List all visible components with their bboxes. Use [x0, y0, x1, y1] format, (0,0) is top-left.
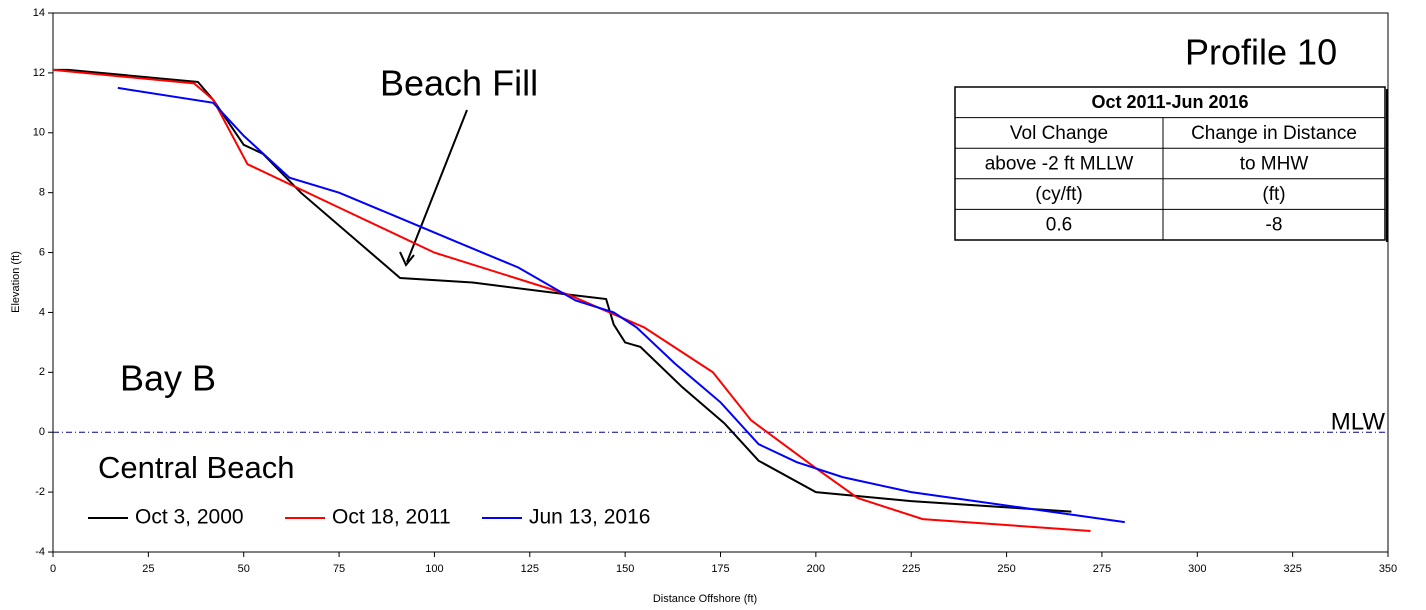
y-axis-title: Elevation (ft)	[10, 251, 22, 313]
annotation-arrow	[406, 109, 468, 263]
reference-label: MLW	[1331, 409, 1386, 436]
x-tick-label: 100	[425, 563, 443, 575]
legend-label: Jun 13, 2016	[529, 506, 650, 529]
table-cell: -8	[1266, 215, 1283, 236]
x-tick-label: 300	[1188, 563, 1206, 575]
x-tick-label: 25	[142, 563, 154, 575]
y-tick-label: 14	[33, 7, 45, 19]
y-tick-label: -2	[35, 486, 45, 498]
table-cell: (cy/ft)	[1035, 184, 1083, 205]
y-tick-label: 10	[33, 127, 45, 139]
x-tick-label: 325	[1283, 563, 1301, 575]
x-tick-label: 225	[902, 563, 920, 575]
x-tick-label: 350	[1379, 563, 1397, 575]
series-line	[53, 68, 1072, 513]
y-tick-label: -4	[35, 546, 45, 558]
x-tick-label: 125	[521, 563, 539, 575]
annotation: Profile 10	[1185, 32, 1337, 73]
table-cell: to MHW	[1240, 154, 1309, 175]
annotation: Beach Fill	[380, 63, 538, 104]
table-cell: Vol Change	[1010, 123, 1108, 144]
x-tick-label: 0	[50, 563, 56, 575]
x-tick-label: 175	[711, 563, 729, 575]
table-title: Oct 2011-Jun 2016	[1091, 92, 1248, 112]
table-cell: Change in Distance	[1191, 123, 1357, 144]
y-tick-label: 12	[33, 67, 45, 79]
x-tick-label: 275	[1093, 563, 1111, 575]
annotation: Bay B	[120, 358, 216, 399]
series-line	[117, 86, 1125, 524]
x-tick-label: 250	[997, 563, 1015, 575]
x-tick-label: 150	[616, 563, 634, 575]
y-tick-label: 2	[39, 366, 45, 378]
table-cell: 0.6	[1046, 215, 1072, 236]
y-tick-label: 0	[39, 426, 45, 438]
x-tick-label: 75	[333, 563, 345, 575]
x-tick-label: 200	[807, 563, 825, 575]
y-tick-label: 6	[39, 246, 45, 258]
annotation-arrowhead	[399, 251, 415, 267]
table-frame	[954, 86, 1386, 241]
x-axis-title: Distance Offshore (ft)	[653, 593, 757, 605]
legend-label: Oct 18, 2011	[332, 506, 451, 529]
x-tick-label: 50	[238, 563, 250, 575]
y-tick-label: 4	[39, 306, 45, 318]
legend-label: Oct 3, 2000	[135, 506, 244, 529]
table-cell: (ft)	[1262, 184, 1285, 205]
y-tick-label: 8	[39, 187, 45, 199]
annotation: Central Beach	[98, 450, 294, 485]
stats-table: Oct 2011-Jun 2016 Vol Change Change in Dis…	[954, 86, 1388, 242]
table-cell: above -2 ft MLLW	[985, 154, 1134, 175]
